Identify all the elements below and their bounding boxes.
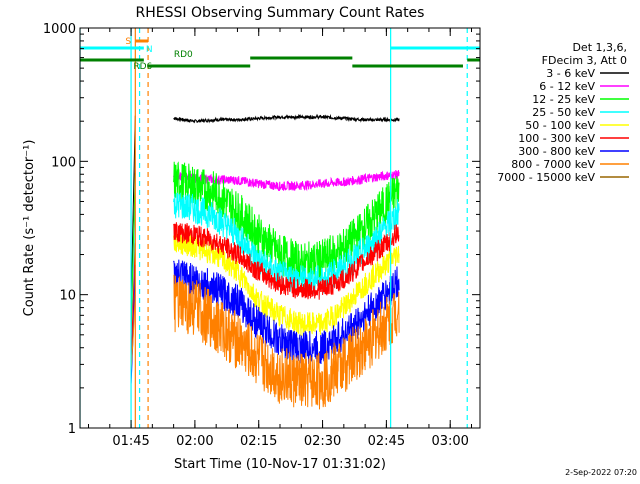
legend-entry-1: 6 - 12 keV xyxy=(539,80,595,93)
x-tick-label-4: 02:45 xyxy=(368,434,405,449)
y-tick-label-0: 1 xyxy=(68,422,76,437)
x-tick-label-5: 03:00 xyxy=(431,434,468,449)
legend-entry-2: 12 - 25 keV xyxy=(532,93,595,106)
legend-entry-4: 50 - 100 keV xyxy=(525,119,595,132)
legend-header-0: Det 1,3,6, xyxy=(572,41,627,54)
legend-entry-3: 25 - 50 keV xyxy=(532,106,595,119)
legend-entry-6: 300 - 800 keV xyxy=(518,145,595,158)
x-axis-label: Start Time (10-Nov-17 01:31:02) xyxy=(174,457,386,472)
axes: 1 10 100 1000 01:45 02:00 02:15 02:30 02:45 03:00 xyxy=(43,22,481,449)
chart-title: RHESSI Observing Summary Count Rates xyxy=(136,5,425,21)
series-line-7 xyxy=(130,274,400,410)
y-tick-label-1: 10 xyxy=(59,289,76,304)
x-tick-label-0: 01:45 xyxy=(112,434,149,449)
x-tick-label-3: 02:30 xyxy=(304,434,341,449)
series-line-0 xyxy=(130,113,400,308)
y-tick-label-3: 1000 xyxy=(43,22,76,37)
x-tick-label-2: 02:15 xyxy=(240,434,277,449)
plot-inner xyxy=(80,28,468,428)
mode-bar-label-0: S xyxy=(125,37,131,47)
plot-area: S N RD0 RD6 xyxy=(80,28,480,428)
legend-entry-5: 100 - 300 keV xyxy=(518,132,595,145)
y-axis-label: Count Rate (s⁻¹ detector⁻¹) xyxy=(22,140,37,317)
footer-timestamp: 2-Sep-2022 07:20 xyxy=(565,468,637,477)
series-line-5 xyxy=(130,222,400,366)
legend-entry-8: 7000 - 15000 keV xyxy=(497,171,595,184)
legend-entry-0: 3 - 6 keV xyxy=(546,67,595,80)
x-tick-label-1: 02:00 xyxy=(176,434,213,449)
series-line-2 xyxy=(130,161,400,333)
y-tick-label-2: 100 xyxy=(51,155,76,170)
rd6-label: RD6 xyxy=(133,62,152,72)
legend-entry-7: 800 - 7000 keV xyxy=(511,158,595,171)
mode-bar-label-1: N xyxy=(146,45,153,55)
legend-header-1: FDecim 3, Att 0 xyxy=(542,54,627,67)
mode-bar-label-3: RD0 xyxy=(174,50,193,60)
